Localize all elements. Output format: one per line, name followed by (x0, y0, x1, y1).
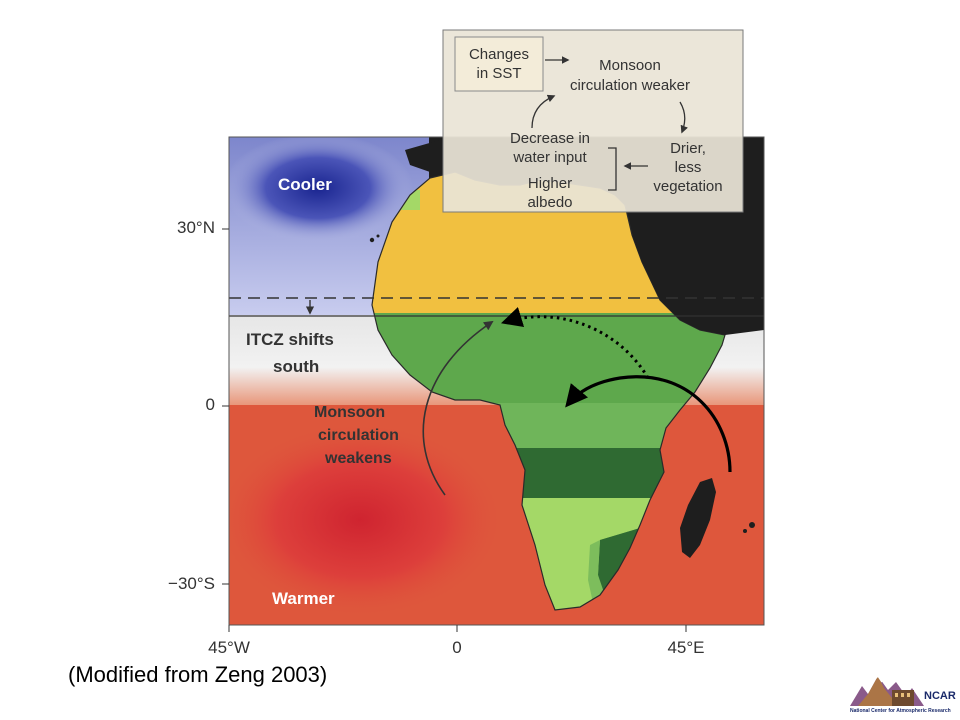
changes-sst-line1: Changes (469, 46, 529, 63)
ncar-logo: NCAR National Center for Atmospheric Res… (848, 668, 956, 718)
ncar-mountain-icon (850, 674, 924, 706)
monsoon-arrow-thin (422, 320, 494, 496)
ncar-logo-text: NCAR (924, 690, 956, 702)
itcz-label-line1: ITCZ shifts (246, 330, 334, 349)
axis-ticks (222, 228, 687, 632)
lon-label-0: 0 (452, 638, 462, 657)
changes-sst-box (454, 36, 544, 92)
madagascar (680, 478, 716, 558)
sahel-vegetation (372, 313, 725, 403)
box-arrow-decrease-to-monsoon (531, 94, 556, 129)
box-arrow-monsoon-to-drier (679, 101, 688, 134)
changes-sst-line2: in SST (476, 65, 521, 82)
feedback-box: Changes in SST Monsoon circulation weake… (442, 29, 744, 213)
drier-line1: Drier, (670, 140, 706, 157)
drier-line3: vegetation (653, 178, 722, 195)
warmer-label: Warmer (272, 589, 335, 608)
map-panel (229, 137, 764, 625)
monsoon-dotted-arrow (500, 307, 650, 379)
monsoon-label-line3: weakens (324, 450, 392, 467)
albedo-line1: Higher (528, 175, 572, 192)
lon-label-45e: 45°E (667, 638, 705, 657)
lat-label-30s: −30°S (168, 574, 215, 593)
itcz-label-line2: south (273, 357, 319, 376)
monsoon-weaker-line2: circulation weaker (570, 77, 690, 94)
lat-label-30n: 30°N (177, 218, 215, 237)
lon-label-45w: 45°W (208, 638, 250, 657)
africa-continent (369, 140, 764, 611)
decrease-line2: water input (512, 149, 587, 166)
arabia-region (632, 230, 764, 335)
monsoon-label-line2: circulation (318, 427, 399, 444)
ncar-logo-subtitle: National Center for Atmospheric Research (850, 708, 951, 714)
monsoon-weaker-line1: Monsoon (599, 57, 661, 74)
cool-ocean-core (229, 137, 413, 243)
decrease-line1: Decrease in (510, 130, 590, 147)
albedo-line2: albedo (527, 194, 572, 211)
box-bracket (608, 147, 617, 191)
source-caption: (Modified from Zeng 2003) (68, 662, 328, 687)
monsoon-label-line1: Monsoon (314, 404, 385, 421)
lat-label-0: 0 (205, 395, 215, 414)
monsoon-solid-arrow (565, 375, 732, 473)
cooler-label: Cooler (278, 175, 332, 194)
drier-line2: less (675, 159, 702, 176)
